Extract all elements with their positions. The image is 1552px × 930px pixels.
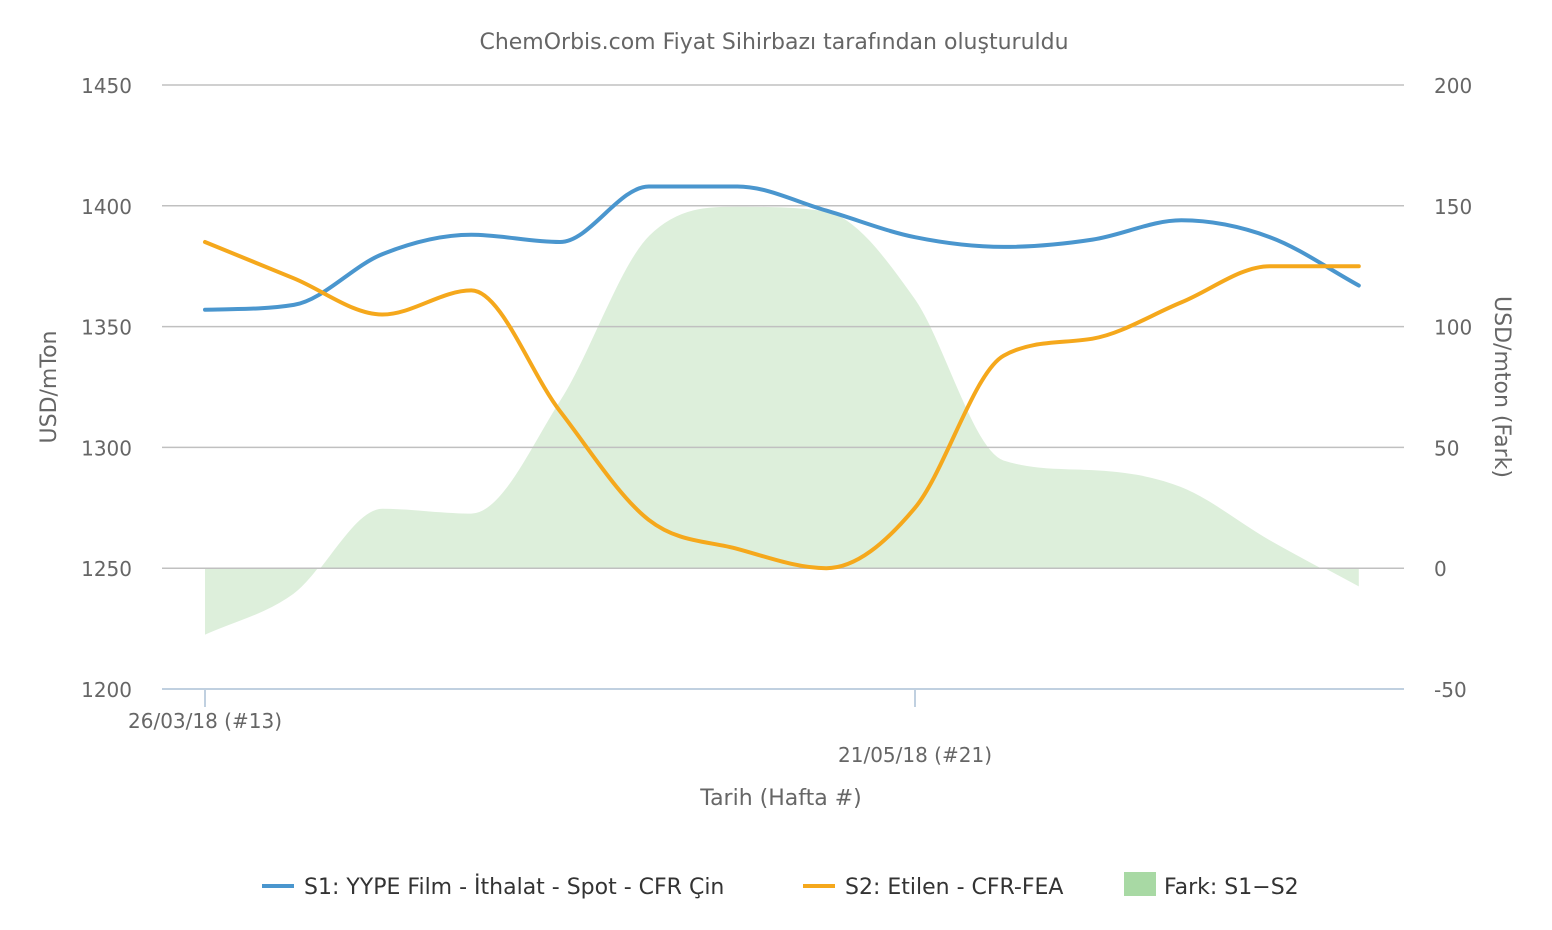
y-tick-label-right: 0 — [1434, 557, 1447, 581]
fark-area-layer — [204, 204, 1360, 637]
y-axis-left-title: USD/mTon — [37, 331, 62, 444]
series-lines — [203, 184, 1361, 571]
y-tick-label-left: 1350 — [81, 316, 132, 340]
legend-item-fark[interactable]: Fark: S1−S2 — [1124, 872, 1299, 900]
y-tick-label-right: 200 — [1434, 74, 1472, 98]
y-axis-right: -50 0 50 100 150 200 — [1434, 74, 1472, 702]
y-axis-left: 1200 1250 1300 1350 1400 1450 — [81, 74, 132, 702]
y-tick-label-right: 100 — [1434, 316, 1472, 340]
series-line-s2 — [203, 240, 1361, 571]
x-axis-title: Tarih (Hafta #) — [699, 786, 861, 811]
grid-lines — [162, 84, 1404, 569]
y-tick-label-left: 1250 — [81, 557, 132, 581]
fark-area — [205, 205, 1359, 636]
x-tick-label: 21/05/18 (#21) — [838, 743, 992, 767]
y-tick-label-left: 1450 — [81, 74, 132, 98]
chart-title: ChemOrbis.com Fiyat Sihirbazı tarafından… — [479, 30, 1068, 55]
x-tick-label: 26/03/18 (#13) — [128, 709, 282, 733]
y-tick-label-left: 1400 — [81, 195, 132, 219]
legend-label-s2: S2: Etilen - CFR-FEA — [845, 875, 1063, 900]
series-line-s1 — [203, 184, 1361, 312]
legend-item-s1[interactable]: S1: YYPE Film - İthalat - Spot - CFR Çin — [262, 874, 724, 900]
legend-swatch-fark — [1124, 872, 1156, 896]
y-tick-label-left: 1200 — [81, 678, 132, 702]
legend-label-fark: Fark: S1−S2 — [1164, 875, 1299, 900]
y-tick-label-right: 150 — [1434, 195, 1472, 219]
y-tick-label-left: 1300 — [81, 436, 132, 460]
x-axis: 26/03/18 (#13) 21/05/18 (#21) — [128, 688, 1404, 767]
legend-label-s1: S1: YYPE Film - İthalat - Spot - CFR Çin — [304, 874, 724, 900]
legend: S1: YYPE Film - İthalat - Spot - CFR Çin… — [262, 872, 1299, 900]
y-axis-right-title: USD/mton (Fark) — [1489, 296, 1514, 478]
legend-item-s2[interactable]: S2: Etilen - CFR-FEA — [803, 875, 1063, 900]
y-tick-label-right: -50 — [1434, 678, 1467, 702]
y-tick-label-right: 50 — [1434, 436, 1459, 460]
